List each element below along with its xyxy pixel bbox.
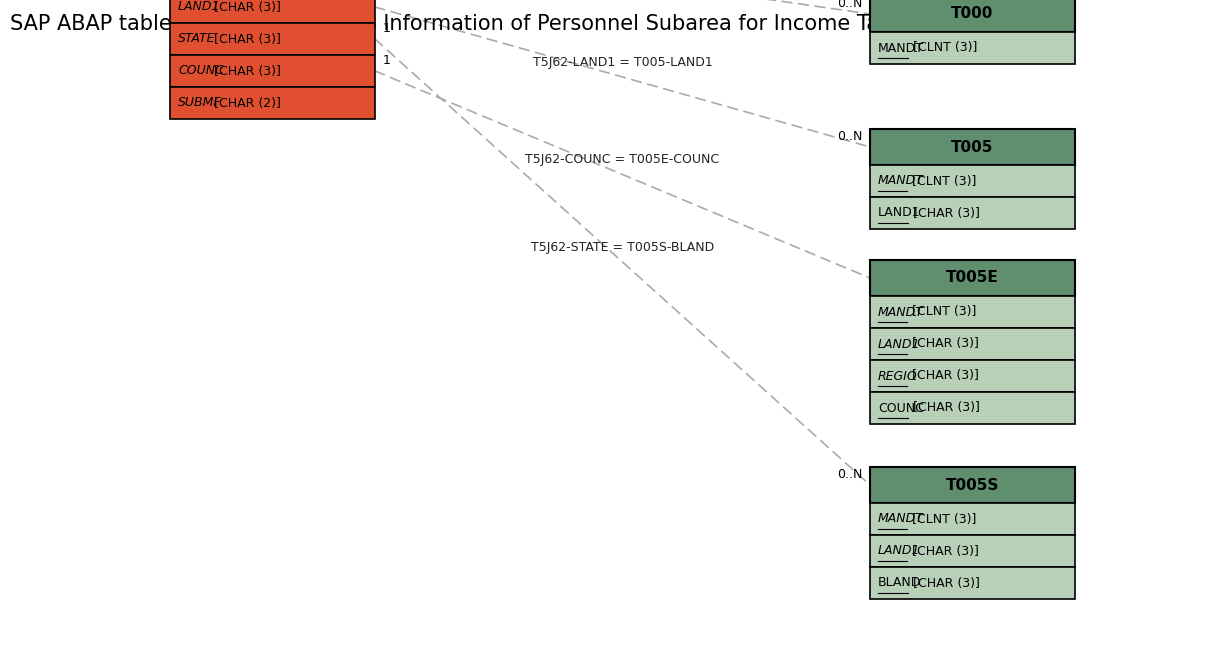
Text: 1: 1 <box>383 54 391 67</box>
FancyBboxPatch shape <box>170 23 375 55</box>
FancyBboxPatch shape <box>870 197 1075 229</box>
Text: T5J62-COUNC = T005E-COUNC: T5J62-COUNC = T005E-COUNC <box>526 154 719 167</box>
Text: [CHAR (3)]: [CHAR (3)] <box>211 1 281 14</box>
Text: T5J62-STATE = T005S-BLAND: T5J62-STATE = T005S-BLAND <box>531 241 714 254</box>
FancyBboxPatch shape <box>870 328 1075 360</box>
Text: [CHAR (3)]: [CHAR (3)] <box>909 206 980 219</box>
FancyBboxPatch shape <box>170 87 375 119</box>
Text: [CLNT (3)]: [CLNT (3)] <box>908 306 976 319</box>
Text: 0..N: 0..N <box>836 0 862 10</box>
Text: SAP ABAP table T5J62 {HR Address Information of Personnel Subarea for Income Tax: SAP ABAP table T5J62 {HR Address Informa… <box>10 14 904 34</box>
Text: T005E: T005E <box>946 271 999 286</box>
Text: [CLNT (3)]: [CLNT (3)] <box>908 513 976 526</box>
Text: SUBMF: SUBMF <box>178 97 221 110</box>
Text: LAND1: LAND1 <box>877 545 920 557</box>
Text: T000: T000 <box>952 6 994 21</box>
Text: REGIO: REGIO <box>877 369 918 382</box>
Text: 0..N: 0..N <box>836 468 862 481</box>
Text: [CHAR (3)]: [CHAR (3)] <box>908 545 978 557</box>
Text: MANDT: MANDT <box>877 306 924 319</box>
FancyBboxPatch shape <box>870 296 1075 328</box>
FancyBboxPatch shape <box>870 165 1075 197</box>
Text: [CLNT (3)]: [CLNT (3)] <box>908 175 976 188</box>
FancyBboxPatch shape <box>870 392 1075 424</box>
Text: MANDT: MANDT <box>877 175 924 188</box>
Text: [CHAR (3)]: [CHAR (3)] <box>909 402 980 415</box>
FancyBboxPatch shape <box>870 0 1075 32</box>
Text: LAND1: LAND1 <box>877 206 920 219</box>
Text: [CHAR (3)]: [CHAR (3)] <box>908 337 978 350</box>
Text: [CHAR (3)]: [CHAR (3)] <box>211 64 281 77</box>
Text: LAND1: LAND1 <box>877 337 920 350</box>
FancyBboxPatch shape <box>870 32 1075 64</box>
FancyBboxPatch shape <box>870 567 1075 599</box>
Text: [CHAR (3)]: [CHAR (3)] <box>908 369 978 382</box>
FancyBboxPatch shape <box>870 503 1075 535</box>
Text: MANDT: MANDT <box>877 42 924 55</box>
Text: LAND1: LAND1 <box>178 1 220 14</box>
Text: [CLNT (3)]: [CLNT (3)] <box>909 42 977 55</box>
FancyBboxPatch shape <box>870 360 1075 392</box>
FancyBboxPatch shape <box>170 55 375 87</box>
Text: T5J62-LAND1 = T005-LAND1: T5J62-LAND1 = T005-LAND1 <box>533 56 712 69</box>
Text: [CHAR (3)]: [CHAR (3)] <box>909 576 980 589</box>
Text: 1: 1 <box>383 0 391 3</box>
FancyBboxPatch shape <box>870 129 1075 165</box>
Text: T005: T005 <box>952 140 994 154</box>
Text: STATE: STATE <box>178 32 215 45</box>
Text: 0..N: 0..N <box>836 130 862 143</box>
FancyBboxPatch shape <box>870 535 1075 567</box>
Text: T005S: T005S <box>946 478 999 493</box>
FancyBboxPatch shape <box>170 0 375 23</box>
FancyBboxPatch shape <box>870 467 1075 503</box>
Text: 1: 1 <box>383 22 391 35</box>
Text: BLAND: BLAND <box>877 576 921 589</box>
Text: COUNC: COUNC <box>877 402 924 415</box>
Text: COUNC: COUNC <box>178 64 224 77</box>
FancyBboxPatch shape <box>870 260 1075 296</box>
Text: [CHAR (2)]: [CHAR (2)] <box>211 97 281 110</box>
Text: MANDT: MANDT <box>877 513 924 526</box>
Text: [CHAR (3)]: [CHAR (3)] <box>211 32 281 45</box>
